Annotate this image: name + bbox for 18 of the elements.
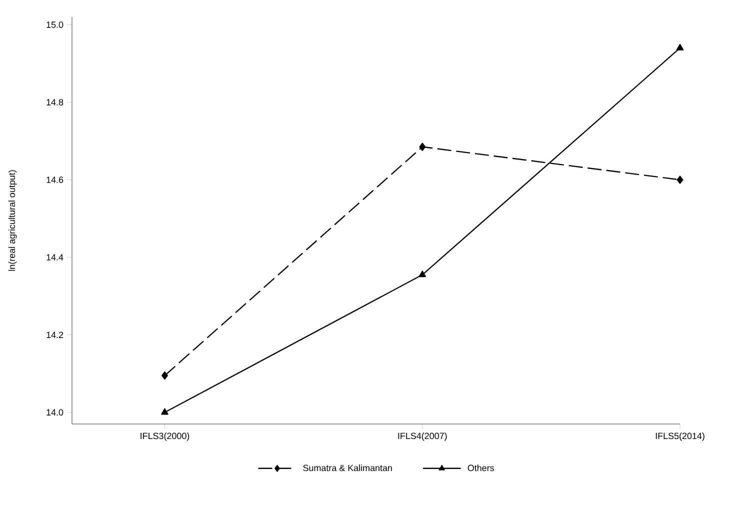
legend-label: Sumatra & Kalimantan	[303, 464, 392, 472]
x-tick-label: IFLS4(2007)	[398, 432, 447, 441]
x-tick-label: IFLS3(2000)	[140, 432, 190, 441]
y-tick-label: 14.8	[46, 99, 64, 106]
y-tick-label: 15.0	[46, 22, 64, 28]
y-tick-label: 14.0	[46, 409, 64, 416]
point	[676, 176, 684, 184]
point	[161, 408, 168, 415]
legend-label: Others	[468, 464, 494, 472]
y-tick-label: 14.6	[46, 176, 64, 183]
point	[676, 44, 684, 50]
x-tick-label: IFLS5(2014)	[656, 432, 704, 441]
y-tick-label: 14.4	[46, 254, 64, 260]
y-tick-label: 14.2	[46, 332, 64, 338]
point	[419, 142, 426, 151]
point	[162, 371, 168, 380]
y-axis-title: ln(real agricultural output)	[8, 170, 17, 271]
point	[418, 270, 426, 278]
